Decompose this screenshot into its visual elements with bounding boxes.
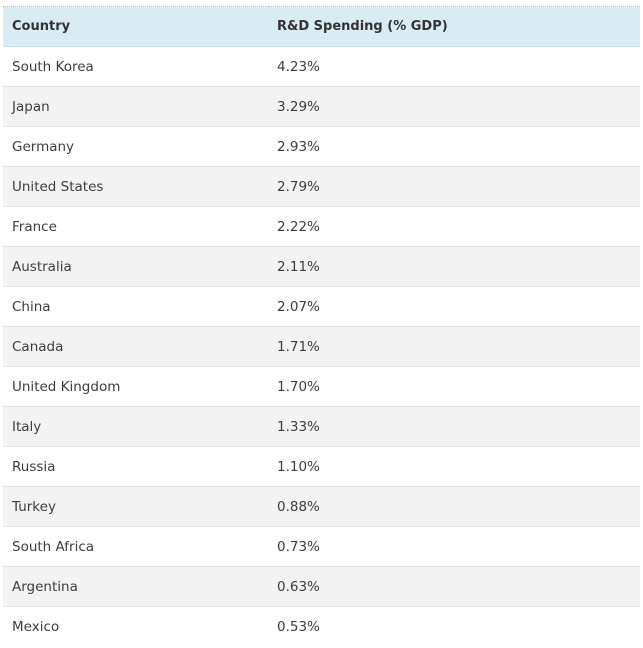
cell-spending: 4.23%: [277, 58, 320, 75]
cell-country: Italy: [3, 406, 268, 447]
table-row: Germany 2.93%: [3, 126, 640, 167]
cell-country: United Kingdom: [3, 366, 268, 407]
cell-spending: 0.73%: [268, 526, 640, 567]
cell-spending: 0.88%: [268, 486, 640, 527]
table-row: Italy 1.33%: [3, 406, 640, 447]
table-row: China 2.07%: [3, 286, 640, 327]
cell-spending: 1.33%: [268, 406, 640, 447]
table-row: Russia 1.10%: [3, 446, 640, 487]
cell-country: Mexico: [3, 606, 268, 646]
cell-country: Australia: [3, 246, 268, 287]
cell-spending: 1.10%: [268, 446, 640, 487]
cell-spending: 0.53%: [268, 606, 640, 646]
table-header: Country R&D Spending (% GDP): [3, 6, 640, 47]
cell-spending: 2.79%: [268, 166, 640, 207]
table-row: Turkey 0.88%: [3, 486, 640, 527]
cell-spending: 2.93%: [268, 126, 640, 167]
table-row: South Africa 0.73%: [3, 526, 640, 567]
table-row: United States 2.79%: [3, 166, 640, 207]
table-body: South Korea 4.23% Japan 3.29% Germany 2.…: [3, 47, 640, 646]
cell-country: United States: [3, 166, 268, 207]
cell-spending: 1.71%: [268, 326, 640, 367]
table-row: France 2.22%: [3, 206, 640, 247]
cell-spending: 0.63%: [268, 566, 640, 607]
cell-spending: 2.07%: [268, 286, 640, 327]
rd-spending-table-container: Country R&D Spending (% GDP) South Korea…: [3, 6, 640, 646]
table-row: United Kingdom 1.70%: [3, 366, 640, 407]
cell-country: South Africa: [3, 526, 268, 567]
cell-country: Canada: [3, 326, 268, 367]
rd-spending-table: Country R&D Spending (% GDP) South Korea…: [3, 6, 640, 646]
cell-country: France: [3, 206, 268, 247]
header-row: Country R&D Spending (% GDP): [3, 6, 640, 47]
table-row: Canada 1.71%: [3, 326, 640, 367]
cell-spending: 2.11%: [268, 246, 640, 287]
table-row: Argentina 0.63%: [3, 566, 640, 607]
cell-country: Germany: [3, 126, 268, 167]
table-row: Australia 2.11%: [3, 246, 640, 287]
cell-spending: 3.29%: [268, 86, 640, 127]
cell-country: Argentina: [3, 566, 268, 607]
column-header-spending: R&D Spending (% GDP): [277, 19, 448, 34]
column-header-country: Country: [12, 19, 71, 34]
table-row: Japan 3.29%: [3, 86, 640, 127]
cell-spending: 1.70%: [268, 366, 640, 407]
cell-country: South Korea: [12, 58, 94, 75]
table-row: Mexico 0.53%: [3, 606, 640, 646]
cell-country: Russia: [3, 446, 268, 487]
cell-spending: 2.22%: [268, 206, 640, 247]
cell-country: Turkey: [3, 486, 268, 527]
cell-country: Japan: [3, 86, 268, 127]
table-row: South Korea 4.23%: [3, 47, 640, 87]
cell-country: China: [3, 286, 268, 327]
